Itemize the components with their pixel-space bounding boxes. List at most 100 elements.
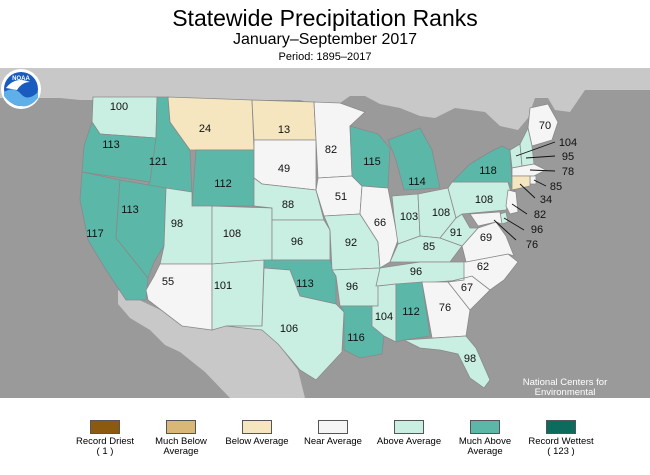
rank-label-OK: 113 bbox=[296, 278, 314, 290]
state-NC bbox=[447, 253, 519, 291]
noaa-logo-text: NOAA bbox=[12, 76, 30, 82]
rank-label-NV: 113 bbox=[121, 204, 139, 216]
legend-item-below: Below Average bbox=[222, 420, 292, 447]
rank-label-AL: 112 bbox=[402, 306, 420, 318]
state-RI bbox=[529, 175, 537, 185]
callout-line-RI bbox=[533, 179, 547, 187]
legend-label-above: Above Average bbox=[376, 436, 442, 447]
legend-item-much-above: Much Above Average bbox=[450, 420, 520, 457]
mexico-land bbox=[118, 290, 305, 398]
credit-date: Wed Oct 4 2017 bbox=[534, 408, 596, 418]
state-KS bbox=[271, 219, 331, 261]
credit-line-1: National Centers for bbox=[522, 377, 608, 388]
legend: Record Driest ( 1 ) Much Below Average B… bbox=[0, 400, 650, 475]
callout-line-MD bbox=[493, 219, 517, 241]
legend-item-above: Above Average bbox=[374, 420, 444, 447]
credit-line-2: Environmental bbox=[534, 387, 596, 398]
credit-line-3: Information bbox=[541, 397, 589, 408]
rank-label-GA: 76 bbox=[439, 302, 451, 314]
legend-swatch-record-wettest bbox=[546, 420, 576, 434]
legend-sub-record-driest: ( 1 ) bbox=[96, 446, 114, 457]
rank-label-MI: 114 bbox=[408, 176, 426, 188]
rank-label-KY: 85 bbox=[423, 241, 435, 253]
callout-line-NH bbox=[525, 155, 556, 159]
rank-label-ME: 70 bbox=[539, 120, 551, 132]
rank-label-AZ: 55 bbox=[162, 276, 174, 288]
states-layer bbox=[79, 96, 559, 389]
rank-label-MS: 104 bbox=[375, 311, 393, 323]
rank-label-CO: 108 bbox=[223, 228, 241, 240]
legend-label-near: Near Average bbox=[304, 436, 362, 447]
rank-label-TX: 106 bbox=[280, 323, 298, 335]
rank-label-SD: 49 bbox=[278, 163, 290, 175]
rank-label-NC: 62 bbox=[477, 261, 489, 273]
legend-item-record-wettest: Record Wettest ( 123 ) bbox=[526, 420, 596, 457]
state-NM bbox=[211, 259, 265, 331]
legend-label-record-wettest: Record Wettest ( 123 ) bbox=[526, 437, 596, 457]
state-MI bbox=[387, 127, 441, 191]
rank-label-SC: 67 bbox=[461, 282, 473, 294]
rank-label-WV: 91 bbox=[450, 227, 462, 239]
state-NJ bbox=[505, 189, 519, 215]
legend-label-record-driest: Record Driest ( 1 ) bbox=[70, 437, 140, 457]
precipitation-map: 100 113 117 121 113 24 112 98 55 108 101… bbox=[0, 68, 650, 418]
state-AL bbox=[395, 281, 431, 343]
state-IL bbox=[359, 185, 399, 269]
rank-label-MN: 82 bbox=[325, 144, 337, 156]
rank-label-RI: 85 bbox=[550, 181, 562, 193]
rank-label-IA: 51 bbox=[335, 191, 347, 203]
canada-land bbox=[0, 68, 650, 130]
legend-swatch-record-driest bbox=[90, 420, 120, 434]
state-CT bbox=[511, 175, 531, 191]
rank-label-NH: 95 bbox=[562, 151, 574, 163]
state-MA bbox=[511, 163, 547, 177]
rank-label-KS: 96 bbox=[291, 236, 303, 248]
rank-label-NE: 88 bbox=[282, 199, 294, 211]
legend-item-record-driest: Record Driest ( 1 ) bbox=[70, 420, 140, 457]
rank-label-OR: 113 bbox=[102, 139, 120, 151]
state-NH bbox=[519, 126, 535, 167]
rank-label-WI: 115 bbox=[363, 156, 381, 168]
state-TX bbox=[225, 267, 345, 381]
rank-label-AR: 96 bbox=[346, 281, 358, 293]
legend-label-much-above: Much Above Average bbox=[458, 436, 512, 457]
callout-line-DE bbox=[503, 217, 525, 231]
rank-label-CA: 117 bbox=[86, 228, 104, 240]
rank-label-WY: 112 bbox=[214, 178, 232, 190]
callout-lines bbox=[493, 141, 556, 241]
legend-swatch-much-above bbox=[470, 420, 500, 434]
legend-label-below: Below Average bbox=[225, 436, 289, 447]
state-GA bbox=[421, 281, 471, 339]
rank-label-NY: 118 bbox=[479, 165, 497, 177]
legend-text-record-wettest: Record Wettest bbox=[528, 436, 594, 447]
map-header: Statewide Precipitation Ranks January–Se… bbox=[0, 0, 650, 68]
callout-line-MA bbox=[529, 169, 556, 172]
rank-label-VT: 104 bbox=[559, 137, 577, 149]
callout-line-CT bbox=[519, 183, 536, 199]
legend-swatch-above bbox=[394, 420, 424, 434]
rank-label-MO: 92 bbox=[345, 237, 357, 249]
rank-label-OH: 108 bbox=[432, 207, 450, 219]
rank-label-VA: 69 bbox=[480, 232, 492, 244]
rank-label-PA: 108 bbox=[475, 194, 493, 206]
rank-label-MT: 24 bbox=[199, 123, 211, 135]
legend-text-record-driest: Record Driest bbox=[75, 436, 135, 447]
rank-label-DE: 96 bbox=[531, 224, 543, 236]
rank-label-IN: 103 bbox=[400, 211, 418, 223]
rank-label-MA: 78 bbox=[562, 166, 574, 178]
state-MD bbox=[469, 211, 503, 227]
rank-labels: 100 113 117 121 113 24 112 98 55 108 101… bbox=[86, 101, 577, 365]
rank-label-ID: 121 bbox=[149, 156, 167, 168]
map-period: Period: 1895–2017 bbox=[278, 51, 372, 63]
rank-label-NJ: 82 bbox=[534, 209, 546, 221]
rank-label-MD: 76 bbox=[526, 239, 538, 251]
legend-label-much-below: Much Below Average bbox=[155, 436, 207, 457]
noaa-logo-icon: NOAA bbox=[1, 69, 41, 109]
ncei-credit: National Centers for Environmental Infor… bbox=[510, 377, 620, 419]
rank-label-FL: 98 bbox=[464, 353, 476, 365]
legend-swatch-much-below bbox=[166, 420, 196, 434]
state-CO bbox=[211, 205, 273, 265]
legend-swatch-below bbox=[242, 420, 272, 434]
state-FL bbox=[402, 335, 491, 389]
legend-item-near: Near Average bbox=[298, 420, 368, 447]
